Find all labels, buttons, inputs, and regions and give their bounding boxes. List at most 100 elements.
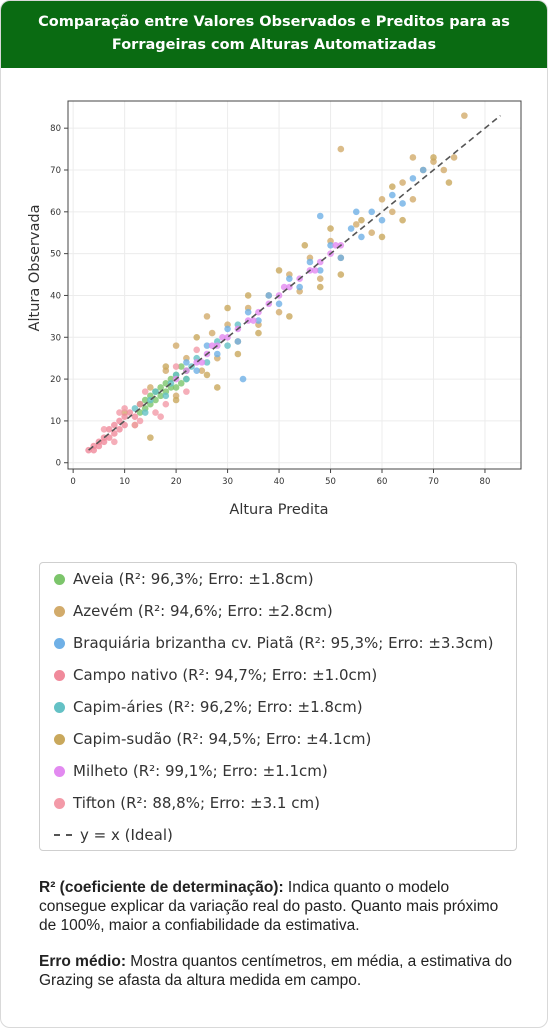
ideal-reference-line bbox=[88, 115, 501, 451]
chart-title-line1: Comparação entre Valores Observados e Pr… bbox=[38, 14, 510, 30]
data-point bbox=[203, 359, 211, 366]
data-point bbox=[213, 350, 221, 358]
x-tick-label: 60 bbox=[377, 477, 388, 487]
data-point bbox=[265, 292, 273, 299]
data-point bbox=[136, 400, 144, 408]
data-point bbox=[327, 225, 334, 232]
data-point bbox=[208, 342, 216, 349]
data-point bbox=[111, 438, 118, 446]
data-point bbox=[378, 233, 386, 241]
data-point bbox=[141, 409, 149, 416]
data-point bbox=[213, 384, 221, 391]
data-point bbox=[136, 409, 144, 416]
data-point bbox=[157, 413, 164, 421]
r2-note: R² (coeficiente de determinação): Indica… bbox=[39, 878, 519, 935]
legend-dot bbox=[54, 669, 65, 681]
legend-label: Braquiária brizantha cv. Piatã (R²: 95,3… bbox=[73, 634, 494, 652]
legend-item-aveia: Aveia (R²: 96,3%; Erro: ±1.8cm) bbox=[54, 567, 314, 591]
data-point bbox=[121, 413, 128, 421]
data-point bbox=[162, 379, 170, 387]
error-note: Erro médio: Mostra quantos centímetros, … bbox=[39, 952, 519, 990]
data-point bbox=[399, 200, 406, 207]
explanation-notes: R² (coeficiente de determinação): Indica… bbox=[39, 878, 519, 1007]
data-point bbox=[255, 329, 262, 337]
legend-item-azevem: Azevém (R²: 94,6%; Erro: ±2.8cm) bbox=[54, 599, 333, 623]
data-point bbox=[219, 333, 226, 341]
data-point bbox=[131, 413, 139, 421]
data-point bbox=[141, 396, 149, 404]
data-point bbox=[316, 267, 324, 274]
data-point bbox=[389, 191, 396, 199]
data-point bbox=[100, 438, 108, 446]
chart-title-line2: Forrageiras com Alturas Automatizadas bbox=[111, 37, 437, 53]
data-point bbox=[306, 258, 314, 266]
scatter-plot: 0 10 20 30 40 50 60 70 80 0 10 20 30 40 50 60 70 80 Altur… bbox=[27, 100, 522, 518]
legend-label: Azevém (R²: 94,6%; Erro: ±2.8cm) bbox=[73, 602, 333, 620]
x-tick-label: 50 bbox=[325, 477, 336, 487]
data-point bbox=[275, 300, 283, 308]
data-point bbox=[152, 396, 159, 404]
data-point bbox=[358, 233, 365, 241]
data-point bbox=[177, 379, 185, 387]
data-point bbox=[172, 342, 180, 349]
x-tick-label: 10 bbox=[119, 477, 130, 487]
data-point bbox=[224, 325, 231, 333]
y-axis-label: Altura Observada bbox=[27, 205, 43, 332]
y-tick-label: 20 bbox=[50, 375, 61, 385]
data-point bbox=[105, 425, 113, 433]
data-point bbox=[147, 434, 154, 441]
data-point bbox=[157, 392, 164, 400]
legend-item-braquiaria: Braquiária brizantha cv. Piatã (R²: 95,3… bbox=[54, 631, 493, 655]
data-point bbox=[337, 254, 345, 262]
data-point bbox=[389, 183, 396, 191]
grid bbox=[68, 101, 521, 469]
data-point bbox=[461, 112, 468, 119]
data-point bbox=[419, 166, 427, 174]
data-point bbox=[399, 216, 406, 224]
legend: Aveia (R²: 96,3%; Erro: ±1.8cm) Azevém (… bbox=[39, 562, 517, 851]
data-point bbox=[105, 434, 113, 441]
data-point bbox=[193, 346, 200, 354]
data-point bbox=[172, 396, 180, 404]
data-point bbox=[311, 267, 319, 274]
data-point bbox=[378, 216, 386, 224]
legend-item-milheto: Milheto (R²: 99,1%; Erro: ±1.1cm) bbox=[54, 759, 328, 783]
data-point bbox=[162, 392, 170, 400]
data-point bbox=[116, 425, 123, 433]
y-tick-label: 80 bbox=[50, 124, 61, 134]
legend-item-capim-sudao: Capim-sudão (R²: 94,5%; Erro: ±4.1cm) bbox=[54, 727, 371, 751]
data-point bbox=[111, 430, 118, 437]
data-point bbox=[152, 409, 159, 416]
data-point bbox=[255, 317, 262, 324]
x-tick-label: 70 bbox=[428, 477, 439, 487]
y-tick-label: 10 bbox=[50, 417, 61, 427]
data-point bbox=[193, 333, 200, 341]
legend-label: Capim-áries (R²: 96,2%; Erro: ±1.8cm) bbox=[73, 698, 363, 716]
data-point bbox=[203, 371, 211, 379]
y-tick-label: 40 bbox=[50, 291, 61, 301]
legend-item-campo-nativo: Campo nativo (R²: 94,7%; Erro: ±1.0cm) bbox=[54, 663, 377, 687]
data-point bbox=[352, 221, 360, 228]
data-point bbox=[234, 350, 242, 358]
y-tick-label: 70 bbox=[50, 166, 61, 176]
data-point bbox=[347, 225, 355, 232]
data-point bbox=[275, 308, 283, 316]
y-tick-label: 30 bbox=[50, 333, 61, 343]
data-point bbox=[250, 317, 257, 324]
chart-header: Comparação entre Valores Observados e Pr… bbox=[1, 1, 547, 68]
x-tick-label: 80 bbox=[480, 477, 491, 487]
error-term: Erro médio: bbox=[39, 953, 126, 970]
data-point bbox=[152, 388, 159, 395]
legend-dot bbox=[54, 605, 65, 617]
data-point bbox=[198, 359, 206, 366]
data-point bbox=[203, 342, 211, 349]
data-point bbox=[172, 384, 180, 391]
data-point bbox=[111, 421, 118, 429]
data-point bbox=[198, 367, 206, 375]
data-point bbox=[136, 417, 144, 425]
data-point bbox=[147, 384, 154, 391]
data-point bbox=[95, 442, 103, 450]
x-tick-label: 0 bbox=[70, 477, 75, 487]
legend-dash-line bbox=[54, 834, 72, 836]
data-point bbox=[183, 375, 190, 383]
